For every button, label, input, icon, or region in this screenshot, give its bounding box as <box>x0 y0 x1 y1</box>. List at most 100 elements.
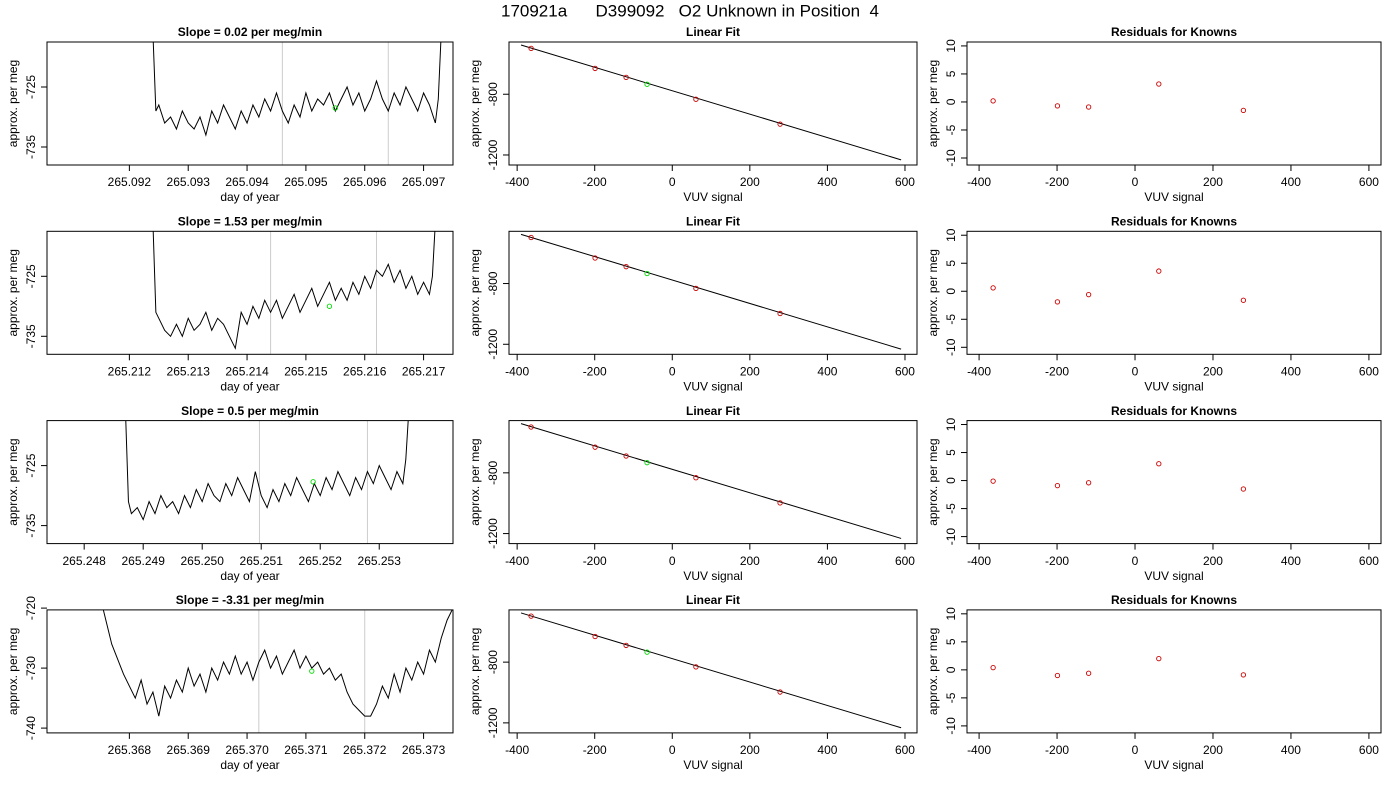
x-tick-label: 265.097 <box>402 175 446 189</box>
x-tick-label: 265.212 <box>108 364 152 378</box>
y-tick-label: -740 <box>24 716 38 740</box>
plot-area <box>520 612 902 729</box>
data-line <box>520 423 902 539</box>
y-tick-label: 5 <box>944 260 958 267</box>
x-tick-label: -400 <box>967 175 991 189</box>
data-point <box>623 453 629 459</box>
panel: Slope = 0.02 per meg/min day of year appro… <box>6 25 454 204</box>
y-tick-label: 10 <box>944 418 958 432</box>
x-tick-label: 200 <box>1203 364 1223 378</box>
x-tick-label: 400 <box>817 743 837 757</box>
plot-frame <box>508 230 918 355</box>
x-tick-label: 600 <box>895 364 915 378</box>
data-point <box>592 65 598 72</box>
plot-frame <box>966 609 1382 734</box>
data-point <box>777 689 783 695</box>
plot-area <box>990 656 1247 679</box>
x-tick-label: 265.372 <box>343 743 387 757</box>
y-tick-label: -800 <box>486 271 500 295</box>
y-tick-label: 0 <box>944 477 958 484</box>
data-point <box>592 444 598 450</box>
y-tick-label: 0 <box>944 98 958 105</box>
panel-title: Linear Fit <box>686 214 740 228</box>
plot-area <box>990 461 1247 492</box>
x-tick-label: -400 <box>967 554 991 568</box>
panel: Residuals for Knowns VUV signal approx. pe… <box>926 214 1382 393</box>
x-tick-label: 265.369 <box>167 743 211 757</box>
x-tick-label: -200 <box>1045 743 1069 757</box>
data-point <box>1085 670 1092 676</box>
data-point <box>990 478 996 484</box>
data-point <box>644 649 650 655</box>
data-point <box>1240 297 1247 303</box>
x-tick-label: 200 <box>740 364 760 378</box>
x-tick-label: 200 <box>740 554 760 568</box>
x-tick-label: 200 <box>740 743 760 757</box>
data-point <box>777 310 783 317</box>
x-tick-label: 265.371 <box>284 743 328 757</box>
x-tick-label: -200 <box>583 364 607 378</box>
y-tick-label: -1200 <box>486 329 500 360</box>
data-point <box>1156 656 1162 662</box>
y-tick-label: 10 <box>944 39 958 53</box>
x-tick-label: 600 <box>895 743 915 757</box>
y-axis-label: approx. per meg <box>926 438 940 525</box>
panel: Residuals for Knowns VUV signal approx. pe… <box>926 593 1382 772</box>
data-point <box>1054 672 1061 679</box>
data-point <box>990 98 996 104</box>
data-point <box>623 642 629 649</box>
x-axis-label: VUV signal <box>1144 190 1203 204</box>
plot-area <box>520 423 902 539</box>
x-tick-label: 200 <box>740 175 760 189</box>
plot-frame <box>508 41 918 166</box>
x-tick-label: 265.092 <box>108 175 152 189</box>
x-tick-label: -400 <box>505 743 529 757</box>
x-tick-label: 265.095 <box>284 175 328 189</box>
x-tick-label: 265.253 <box>358 554 402 568</box>
x-tick-label: -400 <box>967 364 991 378</box>
x-tick-label: 400 <box>817 175 837 189</box>
data-point <box>332 105 338 111</box>
x-tick-label: 265.217 <box>402 364 446 378</box>
plot-frame <box>46 420 454 545</box>
x-tick-label: 265.094 <box>225 175 269 189</box>
plot-area <box>520 44 902 161</box>
y-tick-label: -1200 <box>486 707 500 738</box>
panel-title: Residuals for Knowns <box>1111 404 1237 418</box>
x-axis-label: day of year <box>220 569 279 583</box>
data-point <box>1054 299 1061 305</box>
panel-title: Residuals for Knowns <box>1111 593 1237 607</box>
data-point <box>1156 81 1162 87</box>
x-tick-label: 400 <box>1281 554 1301 568</box>
data-point <box>528 45 534 52</box>
data-line <box>152 231 436 350</box>
data-point <box>1054 103 1061 109</box>
y-tick-label: -720 <box>24 596 38 620</box>
y-axis-label: approx. per meg <box>468 249 482 336</box>
data-point <box>777 121 783 127</box>
x-tick-label: 400 <box>1281 364 1301 378</box>
x-axis-label: VUV signal <box>683 569 742 583</box>
x-tick-label: 600 <box>1359 364 1379 378</box>
plot-area <box>152 231 436 355</box>
x-axis-label: VUV signal <box>1144 569 1203 583</box>
data-line <box>520 233 902 350</box>
data-point <box>1240 672 1247 678</box>
y-tick-label: -5 <box>944 503 958 514</box>
y-axis-label: approx. per meg <box>6 60 20 147</box>
data-line <box>125 420 409 521</box>
data-point <box>1156 461 1162 467</box>
x-tick-label: 265.252 <box>299 554 343 568</box>
y-tick-label: -800 <box>486 82 500 106</box>
y-tick-label: 10 <box>944 228 958 242</box>
x-tick-label: 265.216 <box>343 364 387 378</box>
x-tick-label: -400 <box>505 364 529 378</box>
x-axis-label: day of year <box>220 379 279 393</box>
x-tick-label: 200 <box>1203 175 1223 189</box>
panel: Slope = 0.5 per meg/min day of year approx… <box>6 404 454 583</box>
data-point <box>1156 268 1162 274</box>
y-axis-label: approx. per meg <box>6 628 20 715</box>
plot-frame <box>46 230 454 355</box>
